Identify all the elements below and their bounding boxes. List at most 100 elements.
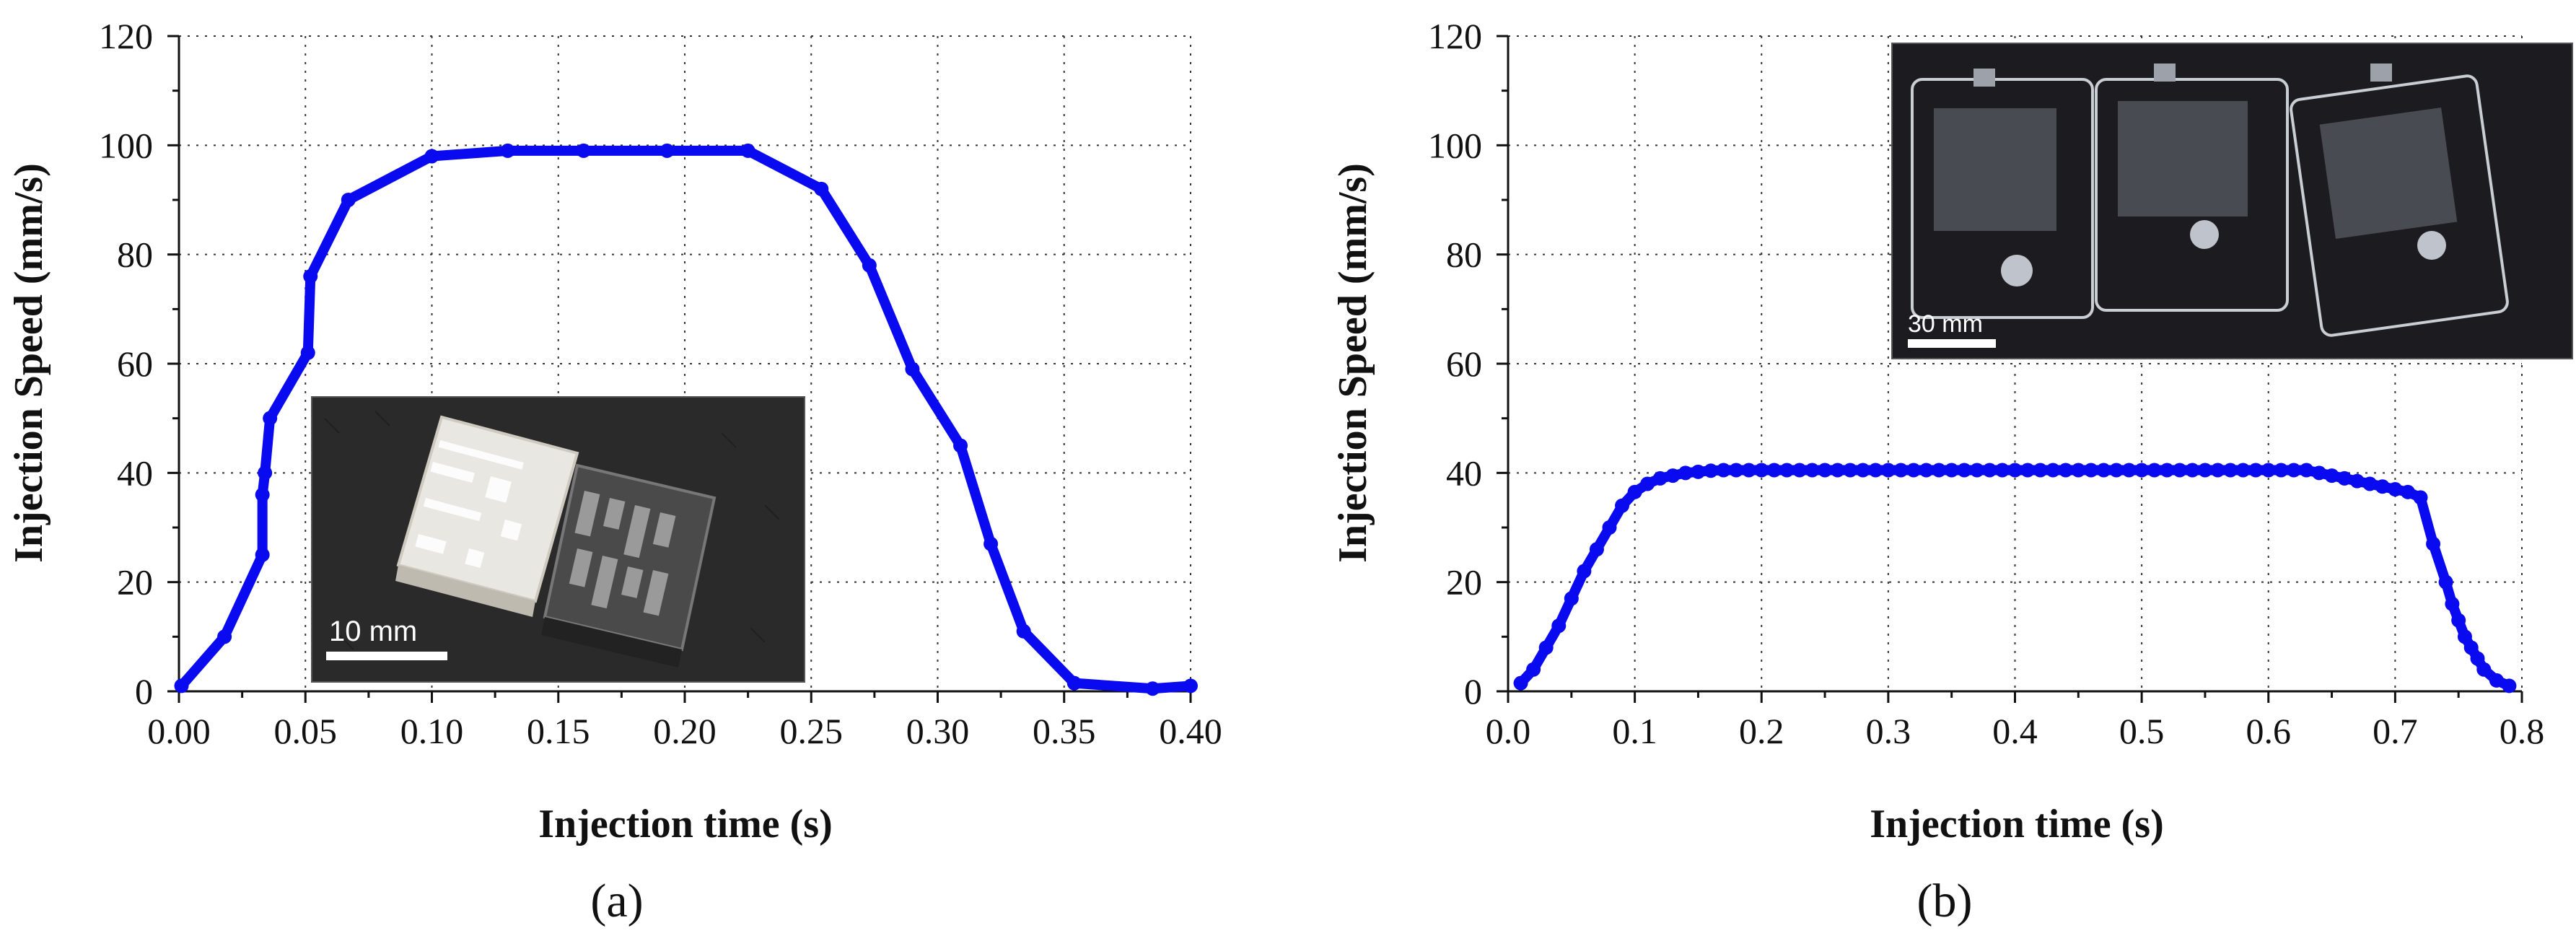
panel-a-data-point (983, 536, 999, 551)
panel-a-x-tick-label: 0.15 (527, 711, 590, 751)
panel-b-data-point (1843, 463, 1858, 478)
panel-b-y-axis-title: Injection Speed (mm/s) (1331, 163, 1375, 563)
panel-a-data-point (1183, 678, 1198, 693)
panel-b-y-tick-label: 20 (1446, 562, 1482, 603)
panel-a-y-tick-label: 40 (117, 452, 153, 493)
panel-a-data-point (905, 362, 920, 377)
panel-b-data-point (2261, 463, 2276, 478)
panel-b-data-point (2489, 673, 2504, 688)
panel-b-data-point (2476, 662, 2492, 677)
panel-a-ticks (167, 35, 1192, 703)
panel-b-x-tick-label: 0.2 (1739, 711, 1784, 751)
panel-b-data-point (2020, 463, 2036, 478)
panel-b-data-point (1538, 640, 1554, 655)
panel-a-data-point (303, 268, 318, 284)
panel-b-data-point (1589, 542, 1604, 557)
panel-b-data-point (2197, 463, 2212, 478)
panel-b-data-point (1513, 675, 1528, 691)
panel-b-data-point (1818, 463, 1833, 478)
panel-a-series (174, 143, 1198, 696)
panel-a-inset-photo: 10 mm (311, 396, 805, 683)
panel-b-data-point (2274, 463, 2289, 478)
panel-a-y-tick-label: 20 (117, 562, 153, 603)
panel-b-data-point (1627, 484, 1642, 499)
panel-a-data-point (1145, 681, 1160, 696)
panel-b-data-point (2121, 463, 2137, 478)
panel-a-data-point (255, 487, 270, 502)
panel-b-ticks (1497, 35, 2523, 703)
panel-a-data-point (740, 143, 755, 158)
panel-b-x-tick-label: 0.4 (1992, 711, 2038, 751)
panel-b-data-point (1994, 463, 2010, 478)
panel-b-data-point (2324, 468, 2339, 483)
panel-b-data-point (2470, 651, 2485, 666)
panel-b-x-tick-label: 0.8 (2500, 711, 2545, 751)
panel-b-series (1513, 463, 2517, 693)
panel-a-y-tick-label: 0 (135, 671, 153, 712)
panel-b-data-point (1919, 463, 1934, 478)
panel-b-data-point (1982, 463, 1997, 478)
panel-b-data-point (2007, 463, 2023, 478)
panel-b-data-point (1868, 463, 1883, 478)
panel-a-y-axis-title: Injection Speed (mm/s) (6, 163, 51, 563)
panel-b-data-point (2172, 463, 2187, 478)
panel-a-y-tick-label: 80 (117, 235, 153, 275)
panel-a-x-tick-label: 0.40 (1159, 711, 1222, 751)
panel-b-data-point (2083, 463, 2098, 478)
panel-a-data-point (814, 181, 829, 196)
panel-a-x-axis-title: Injection time (s) (538, 802, 832, 846)
panel-a-data-point (576, 143, 591, 158)
panel-b-data-point (1766, 463, 1782, 478)
panel-b-data-point (1830, 463, 1845, 478)
panel-b-data-point (2058, 463, 2073, 478)
panel-b-data-point (1665, 468, 1681, 483)
panel-b-y-tick-labels: 0 20 40 60 80 100 120 (1428, 16, 1482, 712)
panel-b-data-point (1792, 463, 1807, 478)
panel-b-data-point (2235, 463, 2251, 478)
panel-b-data-point (1779, 463, 1795, 478)
panel-b-data-point (2223, 463, 2238, 478)
panel-b-x-axis-title: Injection time (s) (1870, 802, 2163, 846)
panel-b-data-point (1577, 564, 1592, 579)
panel-b-y-tick-label: 120 (1428, 16, 1482, 56)
panel-b-x-tick-label: 0.6 (2246, 711, 2292, 751)
panel-b-x-tick-label: 0.1 (1612, 711, 1657, 751)
panel-b-data-point (2160, 463, 2175, 478)
panel-b-data-point (1551, 618, 1567, 634)
panel-b-y-tick-label: 40 (1446, 452, 1482, 493)
panel-b-data-point (1526, 662, 1541, 677)
panel-b-scale-bar-label: 30 mm (1908, 310, 1983, 338)
panel-b-data-point (1716, 463, 1731, 478)
panel-a-data-point (258, 465, 273, 481)
panel-a-scale-bar (326, 652, 447, 660)
panel-a-data-point (1016, 623, 1031, 639)
panel-b-data-point (2312, 465, 2326, 481)
panel-b-data-point (1640, 476, 1655, 491)
panel-b-x-tick-label: 0.7 (2373, 711, 2418, 751)
panel-b-data-point (2210, 463, 2225, 478)
panel-a-data-point (300, 345, 315, 360)
panel-b-data-point (1944, 463, 1959, 478)
panel-b-data-point (2362, 476, 2378, 491)
panel-b-x-tick-label: 0.3 (1866, 711, 1911, 751)
panel-b-data-point (2337, 470, 2352, 486)
panel-b-data-point (2375, 479, 2390, 494)
chart-panel-a: 0.00 0.05 0.10 0.15 0.20 0.25 0.30 0.35 0.40 0 20… (6, 16, 1222, 927)
panel-a-data-point (255, 547, 270, 562)
panel-b-data-point (2426, 536, 2441, 551)
panel-b-data-point (2400, 484, 2415, 499)
panel-b-data-point (2134, 463, 2150, 478)
panel-a-y-tick-label: 120 (99, 16, 153, 56)
panel-b-data-point (2413, 490, 2428, 505)
panel-b-data-point (2096, 463, 2111, 478)
panel-a-y-tick-label: 60 (117, 343, 153, 384)
panel-a-y-tick-label: 100 (99, 125, 153, 165)
panel-a-y-tick-labels: 0 20 40 60 80 100 120 (99, 16, 153, 712)
panel-a-scale-bar-label: 10 mm (329, 616, 417, 647)
panel-b-data-point (1564, 591, 1579, 606)
panel-b-y-tick-label: 80 (1446, 235, 1482, 275)
panel-a-x-tick-label: 0.10 (400, 711, 464, 751)
panel-b-data-point (2299, 463, 2314, 478)
panel-a-x-tick-labels: 0.00 0.05 0.10 0.15 0.20 0.25 0.30 0.35 0.40 (147, 711, 1222, 751)
